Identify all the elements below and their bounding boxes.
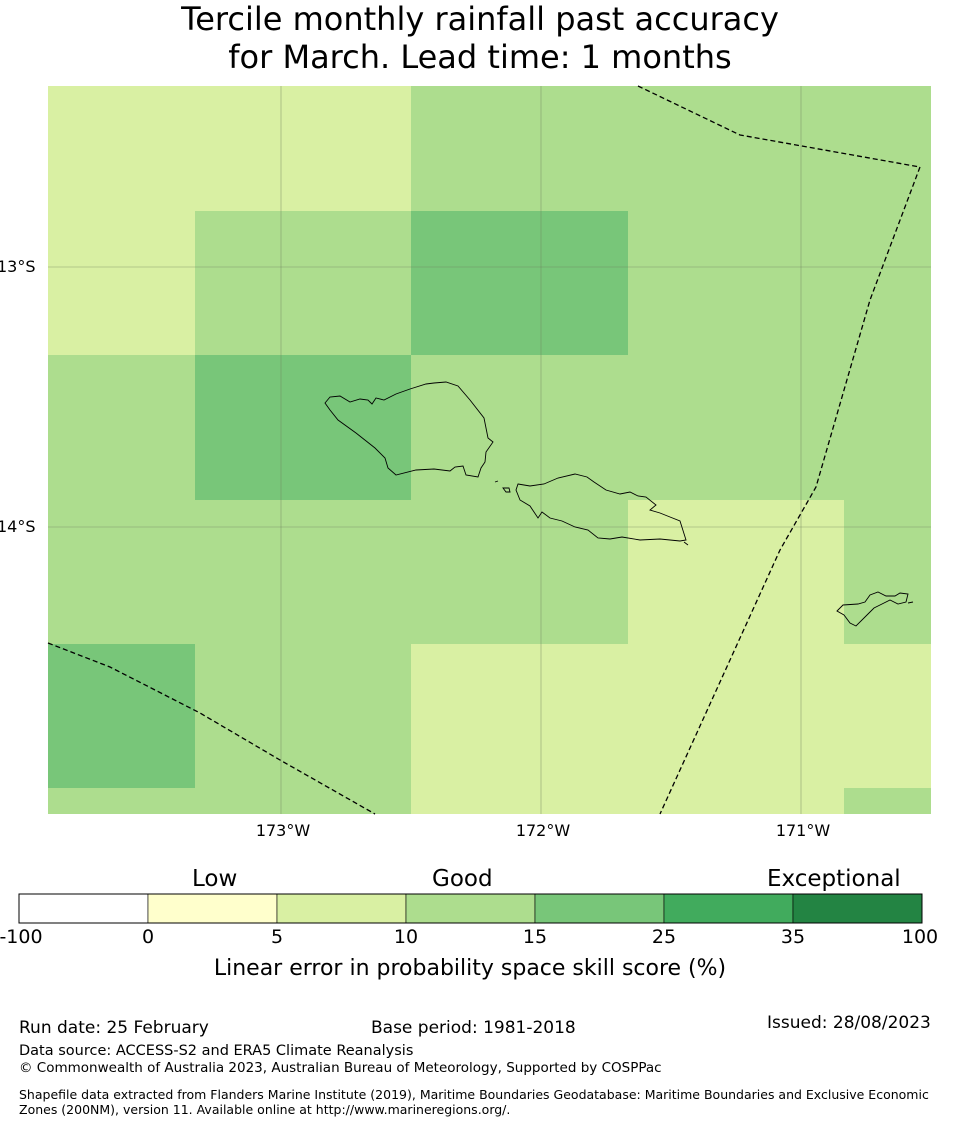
grid-cell [48, 355, 195, 500]
colorbar-tick-label: 0 [141, 926, 155, 948]
colorbar-category-good: Good [432, 866, 493, 892]
grid-cell [48, 500, 628, 644]
apolima-islet [494, 480, 499, 483]
graticule [48, 86, 931, 814]
colorbar-tick-label: 10 [393, 926, 419, 948]
grid-cell [844, 788, 931, 814]
map-graphic [18, 85, 931, 924]
eez-boundary [47, 85, 921, 815]
issued-date: Issued: 28/08/2023 [767, 1013, 931, 1033]
colorbar-segment [534, 893, 665, 924]
grid-cell [195, 355, 411, 500]
title-line-1: Tercile monthly rainfall past accuracy [181, 0, 779, 38]
title-line-2: for March. Lead time: 1 months [228, 38, 732, 76]
grid-cell [48, 86, 411, 211]
tutuila-island [836, 591, 909, 627]
lat-label-13s: 13°S [0, 257, 36, 276]
copyright-notice: © Commonwealth of Australia 2023, Austra… [19, 1060, 662, 1076]
coastline [324, 381, 914, 627]
colorbar-label: Linear error in probability space skill … [213, 956, 727, 981]
colorbar [18, 893, 923, 924]
upolu-island [515, 473, 687, 542]
manono-island [502, 487, 511, 493]
shapefile-credit: Shapefile data extracted from Flanders M… [19, 1087, 929, 1117]
grid-cell [195, 644, 411, 788]
run-date: Run date: 25 February [19, 1018, 209, 1038]
colorbar-category-exceptional: Exceptional [767, 866, 901, 892]
grid-cell [628, 211, 931, 355]
colorbar-tick-label: 100 [901, 926, 939, 948]
colorbar-tick-label: -100 [0, 926, 43, 948]
lon-label-172w: 172°W [515, 821, 571, 840]
colorbar-segment [405, 893, 536, 924]
base-period: Base period: 1981-2018 [371, 1018, 576, 1038]
colorbar-segment [792, 893, 923, 924]
skill-grid [48, 86, 931, 814]
lon-label-173w: 173°W [255, 821, 311, 840]
data-source: Data source: ACCESS-S2 and ERA5 Climate … [19, 1043, 414, 1059]
colorbar-tick-label: 5 [270, 926, 284, 948]
colorbar-tick-label: 35 [780, 926, 806, 948]
colorbar-category-low: Low [192, 866, 238, 892]
grid-cell [411, 211, 628, 355]
grid-cell [411, 355, 931, 500]
aunuu-islet [907, 601, 914, 604]
grid-cell [48, 788, 411, 814]
grid-cell [628, 500, 844, 644]
colorbar-segment [147, 893, 278, 924]
colorbar-outline [18, 893, 923, 924]
grid-cell [411, 644, 931, 788]
savaii-island [324, 381, 494, 478]
grid-cell [48, 211, 195, 355]
grid-cell [195, 211, 411, 355]
colorbar-tick-label: 25 [651, 926, 677, 948]
colorbar-segment [663, 893, 794, 924]
grid-cell [844, 500, 931, 644]
lat-label-14s: 14°S [0, 517, 36, 536]
grid-cell [411, 86, 931, 211]
lon-label-171w: 171°W [775, 821, 831, 840]
colorbar-segment [18, 893, 149, 924]
colorbar-tick-label: 15 [522, 926, 548, 948]
colorbar-segment [276, 893, 407, 924]
grid-cell [411, 788, 844, 814]
grid-cell [48, 644, 195, 788]
cape-tip [683, 541, 689, 546]
